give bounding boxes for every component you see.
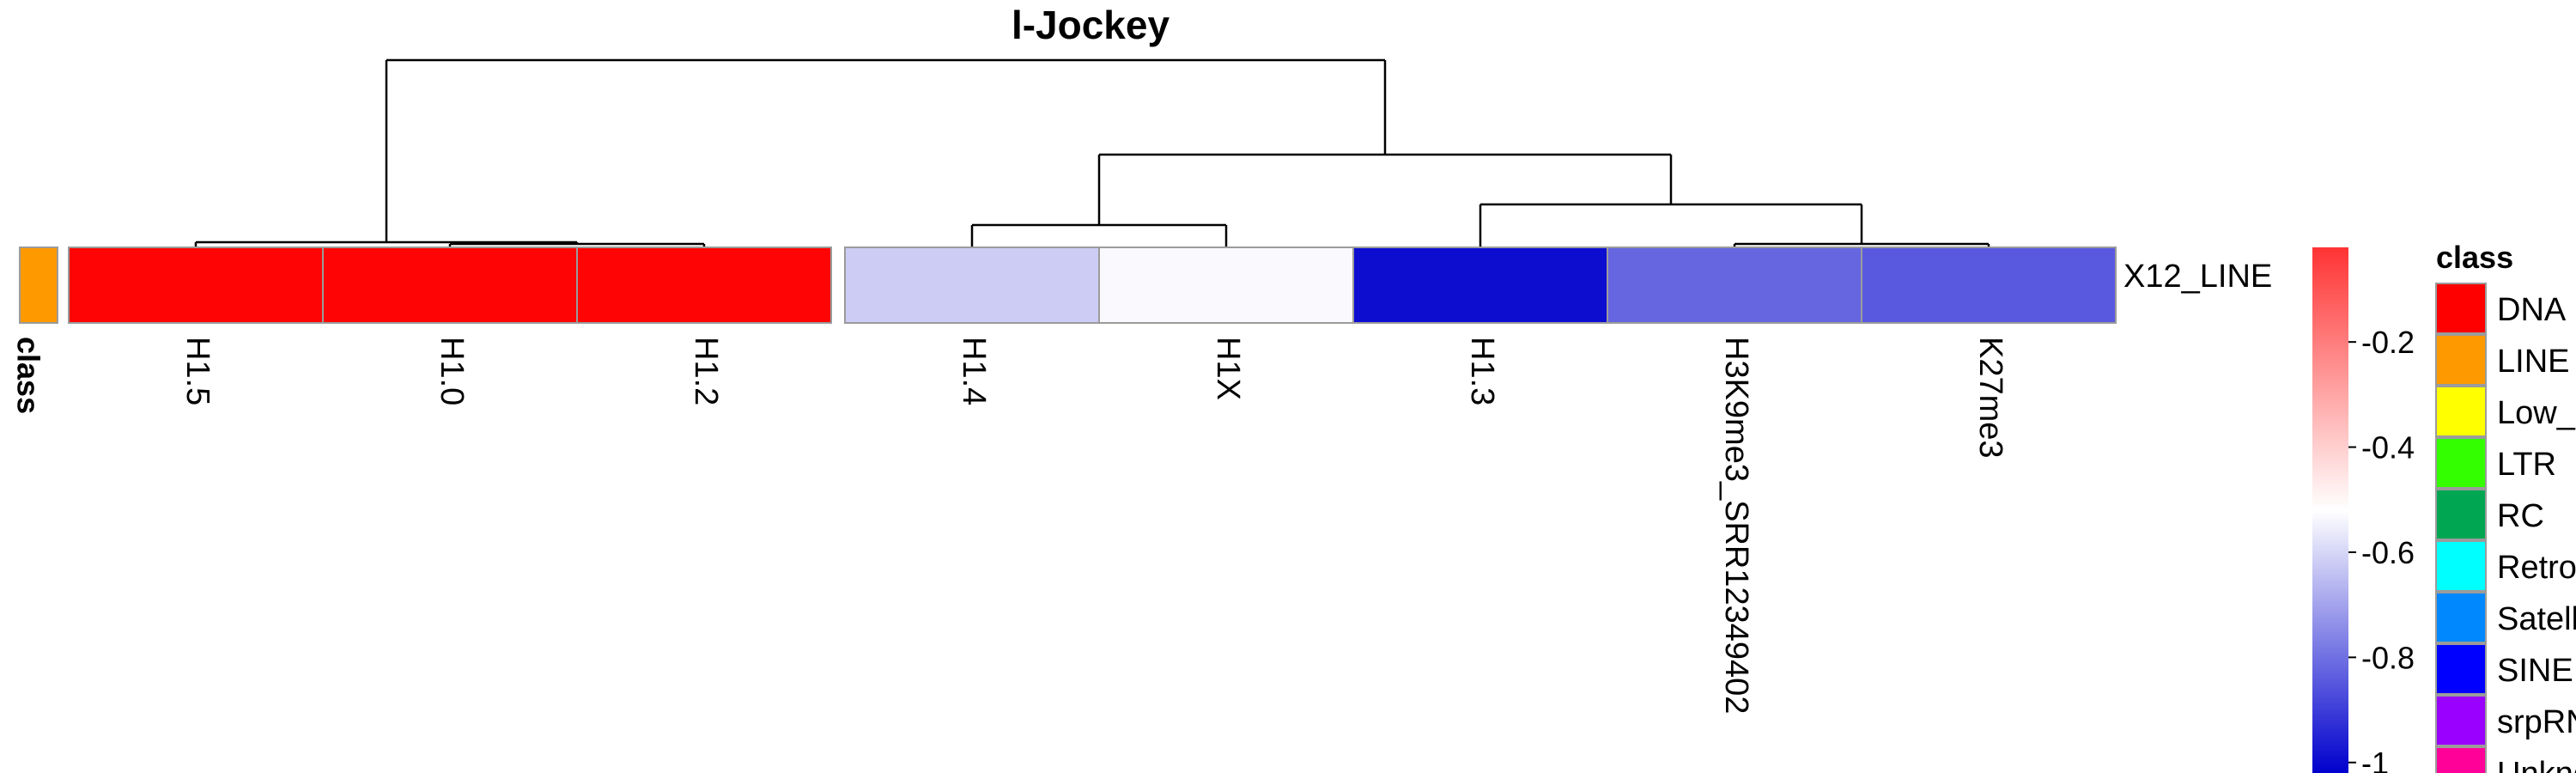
heatmap-cell xyxy=(322,247,578,324)
class-legend: class DNA LINE Low_complexity LTR RC Retropos… xyxy=(2435,240,2576,773)
class-legend-swatch xyxy=(2435,592,2487,643)
class-legend-label: Satellite xyxy=(2497,601,2576,637)
heatmap-cell xyxy=(1861,247,2117,324)
class-annotation-cell xyxy=(19,247,58,324)
column-label: H1.4 xyxy=(956,337,992,405)
column-label: K27me3 xyxy=(1972,337,2008,459)
row-label: X12_LINE xyxy=(2123,259,2272,295)
class-legend-label: Low_complexity xyxy=(2497,395,2576,431)
heatmap-cell xyxy=(1607,247,1862,324)
heatmap-cell xyxy=(1098,247,1354,324)
class-legend-label: SINE xyxy=(2497,653,2573,689)
column-label: H1.3 xyxy=(1464,337,1500,405)
class-legend-swatch xyxy=(2435,334,2487,386)
color-scale-legend: -0.2 -0.4 -0.6 -0.8 -1 xyxy=(2312,247,2415,773)
heatmap-cell xyxy=(1352,247,1608,324)
class-legend-swatch xyxy=(2435,695,2487,746)
chart-title: l-Jockey xyxy=(1012,3,1170,47)
column-label: H1X xyxy=(1210,337,1246,400)
column-label: H3K9me3_SRR12349402 xyxy=(1718,337,1754,714)
column-dendrogram xyxy=(194,58,1990,247)
class-legend-swatch xyxy=(2435,437,2487,489)
heatmap-cell xyxy=(844,247,1100,324)
column-label: H1.0 xyxy=(434,337,470,405)
class-legend-swatch xyxy=(2435,283,2487,334)
column-label: H1.5 xyxy=(179,337,216,405)
column-label: H1.2 xyxy=(688,337,724,405)
class-legend-label: LINE xyxy=(2497,344,2569,380)
column-labels: H1.5 H1.0 H1.2 H1.4 H1X H1.3 H3K9me3_SRR123494… xyxy=(179,337,2008,714)
heatmap-cell xyxy=(576,247,832,324)
heatmap-cell xyxy=(68,247,324,324)
class-legend-label: LTR xyxy=(2497,447,2556,483)
class-legend-label: RC xyxy=(2497,498,2544,534)
color-scale-tick-label: -0.8 xyxy=(2361,640,2415,675)
class-annotation-label: class xyxy=(10,337,46,414)
class-legend-label: DNA xyxy=(2497,292,2567,328)
heatmap-cells xyxy=(68,247,2117,324)
class-legend-swatch xyxy=(2435,489,2487,540)
class-legend-label: Unknown xyxy=(2497,756,2576,773)
class-legend-swatch xyxy=(2435,643,2487,695)
color-scale-tick-label: -0.4 xyxy=(2361,430,2415,466)
class-legend-label: srpRNA xyxy=(2497,704,2576,740)
color-scale-tick-label: -1 xyxy=(2361,746,2389,773)
class-legend-swatch xyxy=(2435,746,2487,773)
color-scale-tick-label: -0.6 xyxy=(2361,535,2415,570)
class-annotation: class xyxy=(10,247,58,414)
class-legend-label: Retroposon xyxy=(2497,550,2576,586)
class-legend-swatch xyxy=(2435,540,2487,592)
color-scale-bar xyxy=(2312,247,2348,773)
color-scale-tick-label: -0.2 xyxy=(2361,325,2415,360)
class-legend-swatch xyxy=(2435,386,2487,437)
class-legend-title: class xyxy=(2436,240,2513,275)
